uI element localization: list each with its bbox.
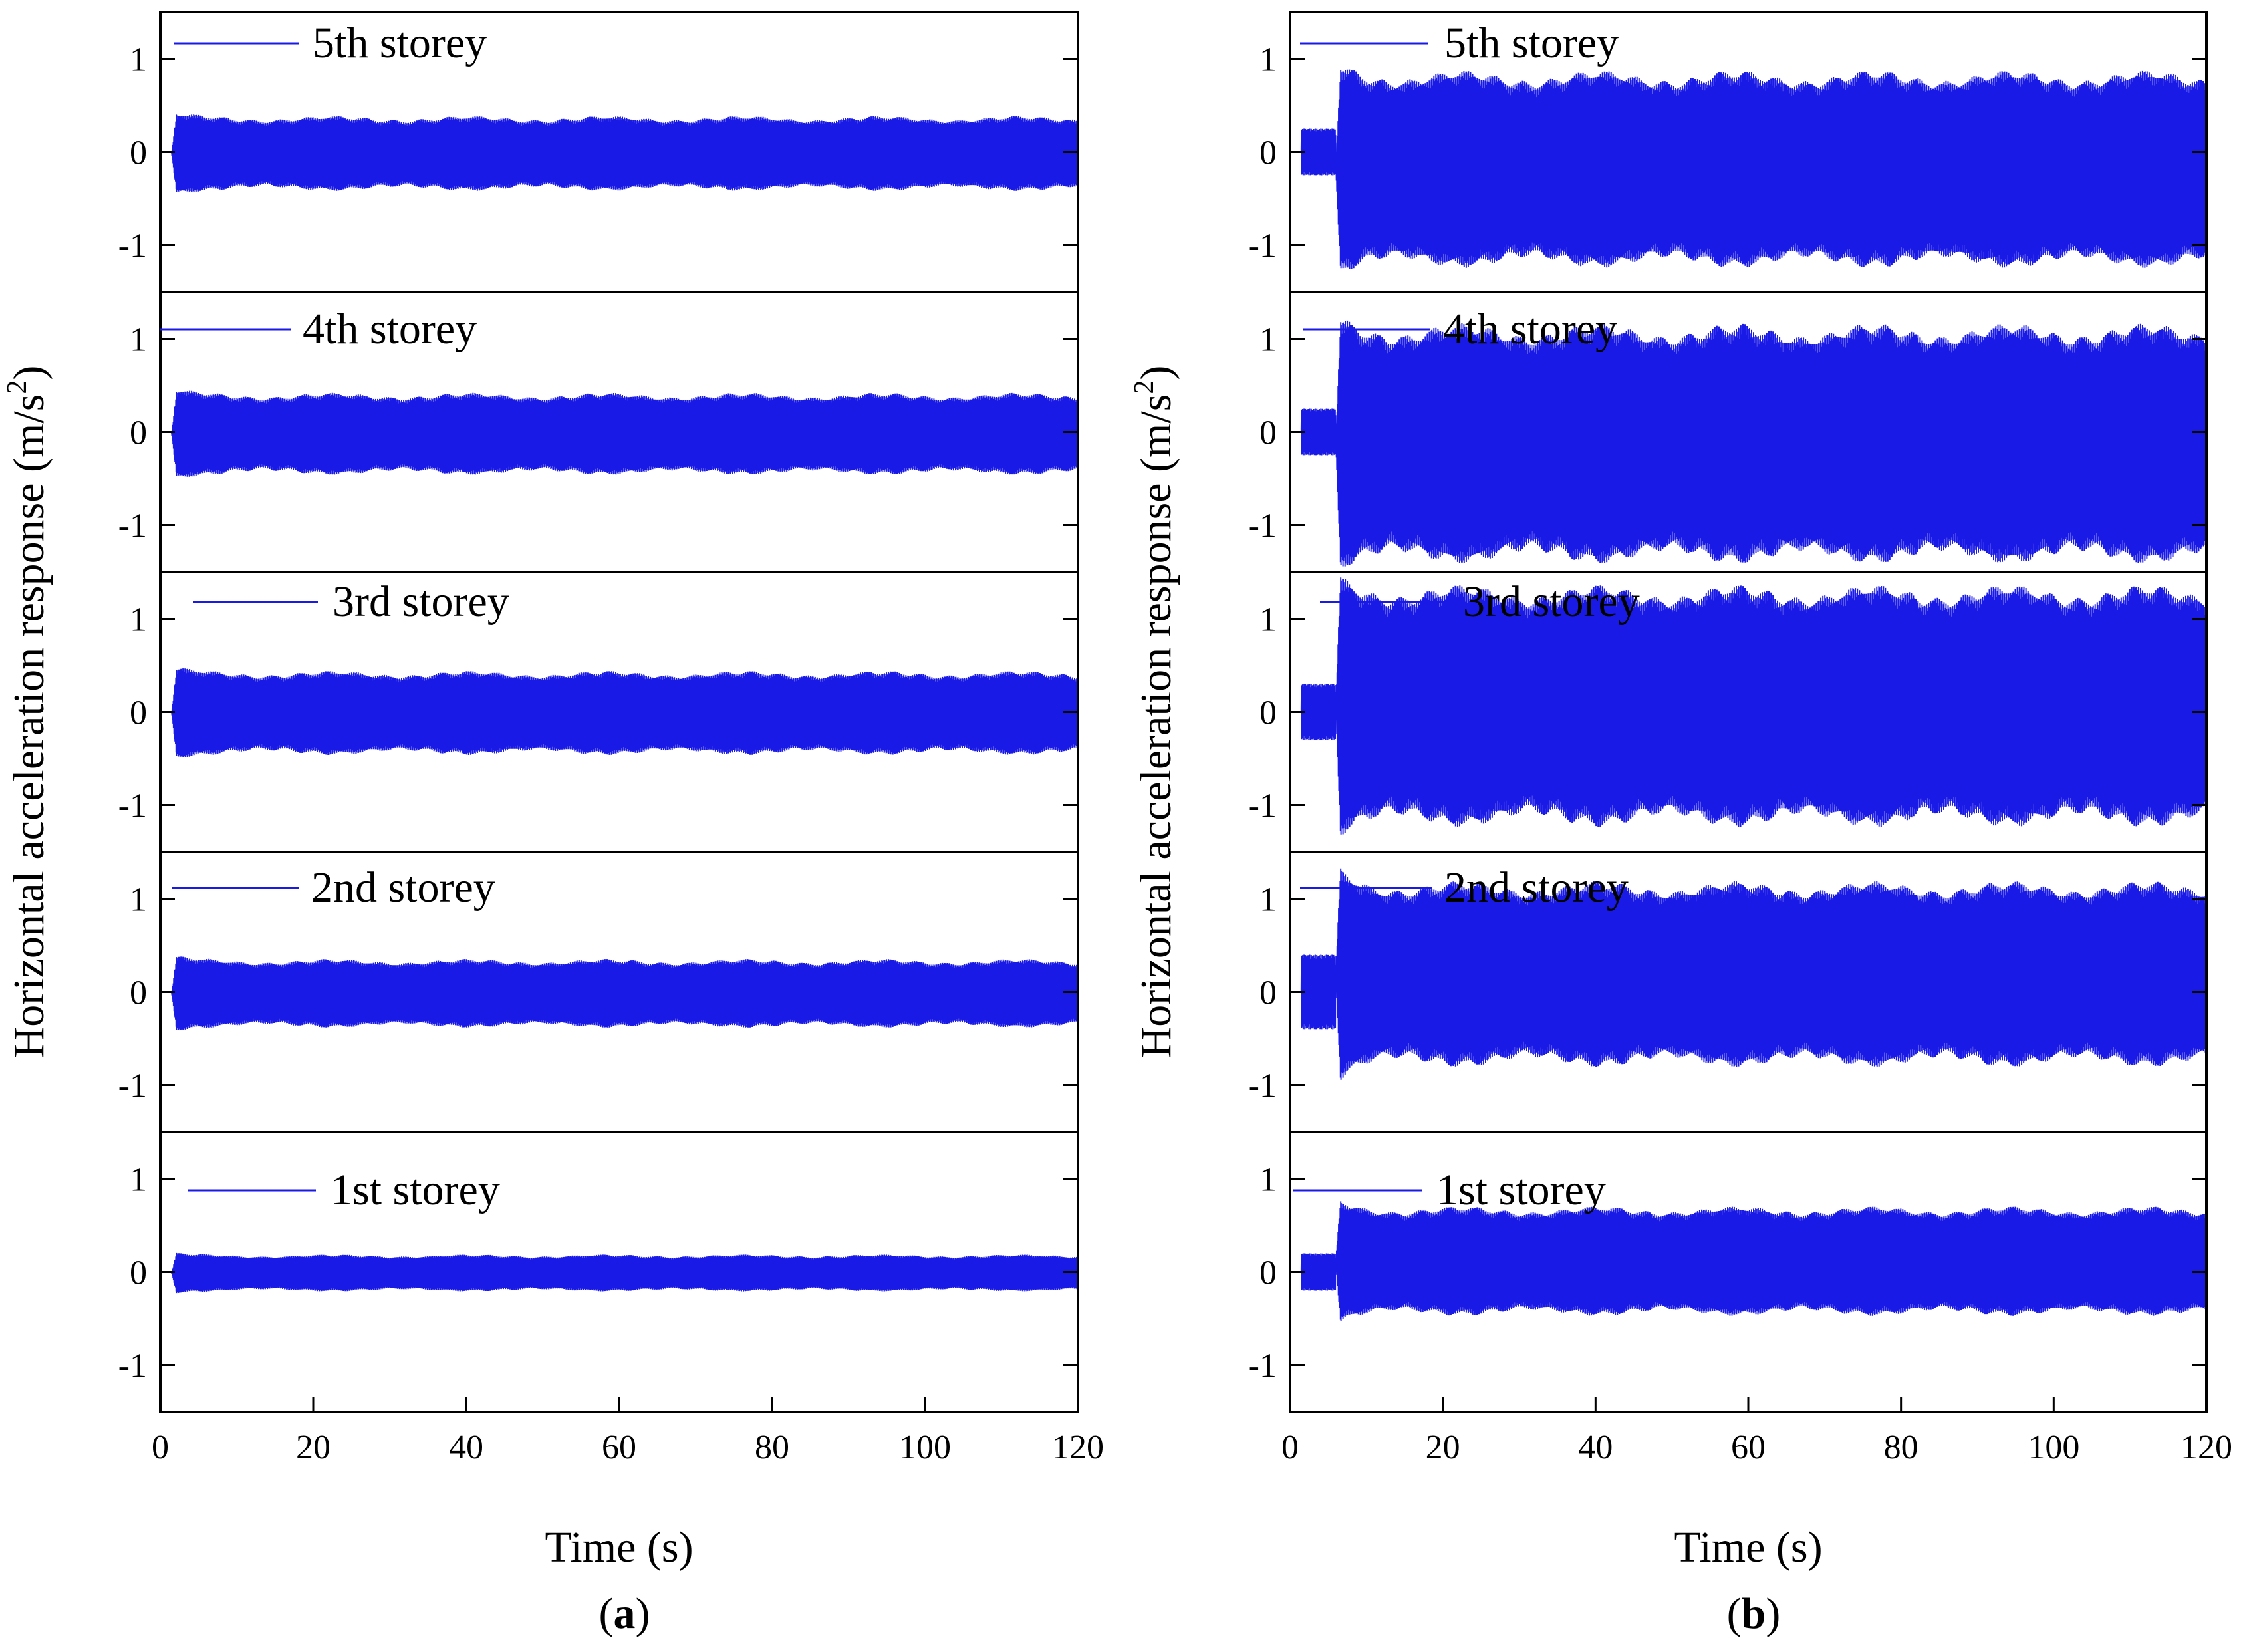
chart-a: 1 0 -1 5th storey 1 0 -1 4th storey 1 0 -1 3rd stor… [2, 11, 1104, 1638]
y-tick-label: 1 [1259, 881, 1277, 919]
panel-label: (a) [599, 1589, 650, 1638]
y-tick-label: 1 [1259, 321, 1277, 359]
y-axis-title-superscript: 2 [2, 380, 33, 394]
y-tick-label: 0 [130, 694, 147, 732]
y-tick-label: 1 [130, 601, 147, 639]
series-line-2 [160, 390, 1079, 477]
x-axis-title: Time (s) [1674, 1523, 1822, 1572]
panel-label-letter: a [614, 1589, 636, 1638]
panel-label: (b) [1727, 1589, 1781, 1638]
series-line-1 [160, 114, 1079, 193]
x-tick-label: 0 [1281, 1429, 1299, 1466]
x-tick-label: 40 [449, 1429, 483, 1466]
x-tick-label: 60 [1731, 1429, 1766, 1466]
y-tick-label: -1 [118, 227, 147, 265]
subplot-2: 1 0 -1 4th storey [118, 291, 1079, 573]
y-tick-label: 0 [1259, 1254, 1277, 1292]
y-tick-label: -1 [118, 1347, 147, 1385]
y-tick-label: -1 [1248, 787, 1277, 825]
y-tick-label: -1 [1248, 507, 1277, 545]
y-axis-title: Horizontal acceleration response (m/s2) [1129, 366, 1180, 1059]
panel-label-close: ) [1766, 1589, 1780, 1638]
y-tick-label: 1 [130, 321, 147, 359]
x-tick-label: 100 [899, 1429, 951, 1466]
x-tick-label: 20 [1426, 1429, 1460, 1466]
y-tick-label: 0 [130, 1254, 147, 1292]
y-tick-label: 1 [130, 1161, 147, 1199]
y-tick-label: -1 [118, 1067, 147, 1105]
y-axis-title: Horizontal acceleration response (m/s2) [2, 366, 53, 1059]
subplot-4: 1 0 -1 2nd storey [1248, 851, 2208, 1133]
y-tick-label: 0 [130, 414, 147, 452]
series-line-1 [1290, 69, 2207, 269]
legend-label: 5th storey [313, 19, 487, 67]
x-tick-label: 120 [1052, 1429, 1104, 1466]
legend-label: 4th storey [1443, 305, 1617, 353]
y-tick-label: -1 [1248, 1347, 1277, 1385]
y-tick-label: -1 [1248, 1067, 1277, 1105]
subplot-3: 1 0 -1 3rd storey [1248, 571, 2208, 853]
subplot-5: 1 0 -1 1st storey [118, 1131, 1079, 1413]
subplot-4: 1 0 -1 2nd storey [118, 851, 1079, 1133]
legend-label: 2nd storey [311, 863, 495, 912]
y-tick-label: -1 [1248, 227, 1277, 265]
panel-label-open: ( [599, 1589, 614, 1638]
x-tick-label: 20 [296, 1429, 330, 1466]
panel-label-letter: b [1742, 1589, 1766, 1638]
y-tick-label: 1 [1259, 41, 1277, 79]
x-tick-label: 120 [2181, 1429, 2232, 1466]
panel-label-open: ( [1727, 1589, 1742, 1638]
chart-b: 1 0 -1 5th storey 1 0 -1 4th storey 1 0 -1 3rd stor… [1129, 11, 2232, 1638]
subplot-1: 1 0 -1 5th storey [118, 11, 1079, 293]
series-line-2 [1290, 320, 2207, 567]
legend-label: 4th storey [303, 305, 477, 353]
y-tick-label: 1 [130, 881, 147, 919]
y-tick-label: 0 [1259, 134, 1277, 172]
x-tick-label: 100 [2028, 1429, 2079, 1466]
y-tick-label: 0 [1259, 974, 1277, 1012]
x-axis-title: Time (s) [545, 1523, 693, 1572]
y-axis-title-text: Horizontal acceleration response (m/s [1132, 394, 1180, 1059]
x-tick-label: 40 [1578, 1429, 1613, 1466]
subplot-3: 1 0 -1 3rd storey [118, 571, 1079, 853]
legend-label: 1st storey [330, 1166, 500, 1214]
y-axis-title-close: ) [1132, 366, 1180, 380]
y-axis-title-superscript: 2 [1129, 380, 1160, 394]
x-tick-label: 60 [602, 1429, 636, 1466]
y-tick-label: -1 [118, 787, 147, 825]
series-line-5 [160, 1252, 1079, 1294]
legend-label: 5th storey [1444, 19, 1619, 67]
subplot-1: 1 0 -1 5th storey [1248, 11, 2208, 293]
series-line-3 [1290, 577, 2207, 835]
x-tick-label: 0 [152, 1429, 169, 1466]
panel-label-close: ) [636, 1589, 650, 1638]
x-tick-label: 80 [1884, 1429, 1918, 1466]
series-line-3 [160, 668, 1079, 757]
y-tick-label: -1 [118, 507, 147, 545]
subplot-2: 1 0 -1 4th storey [1248, 291, 2208, 573]
series-line-5 [1290, 1201, 2207, 1321]
legend-label: 2nd storey [1444, 863, 1629, 912]
legend-label: 1st storey [1436, 1166, 1606, 1214]
y-tick-label: 1 [130, 41, 147, 79]
legend-label: 3rd storey [1463, 577, 1640, 626]
y-tick-label: 1 [1259, 1161, 1277, 1199]
y-tick-label: 0 [1259, 414, 1277, 452]
y-tick-label: 0 [1259, 694, 1277, 732]
y-tick-label: 1 [1259, 601, 1277, 639]
subplot-5: 1 0 -1 1st storey [1248, 1131, 2208, 1413]
y-tick-label: 0 [130, 134, 147, 172]
x-tick-label: 80 [755, 1429, 789, 1466]
y-tick-label: 0 [130, 974, 147, 1012]
series-line-4 [1290, 868, 2207, 1080]
y-axis-title-close: ) [5, 366, 53, 380]
y-axis-title-text: Horizontal acceleration response (m/s [5, 394, 53, 1059]
legend-label: 3rd storey [332, 577, 509, 626]
series-line-4 [160, 956, 1079, 1030]
